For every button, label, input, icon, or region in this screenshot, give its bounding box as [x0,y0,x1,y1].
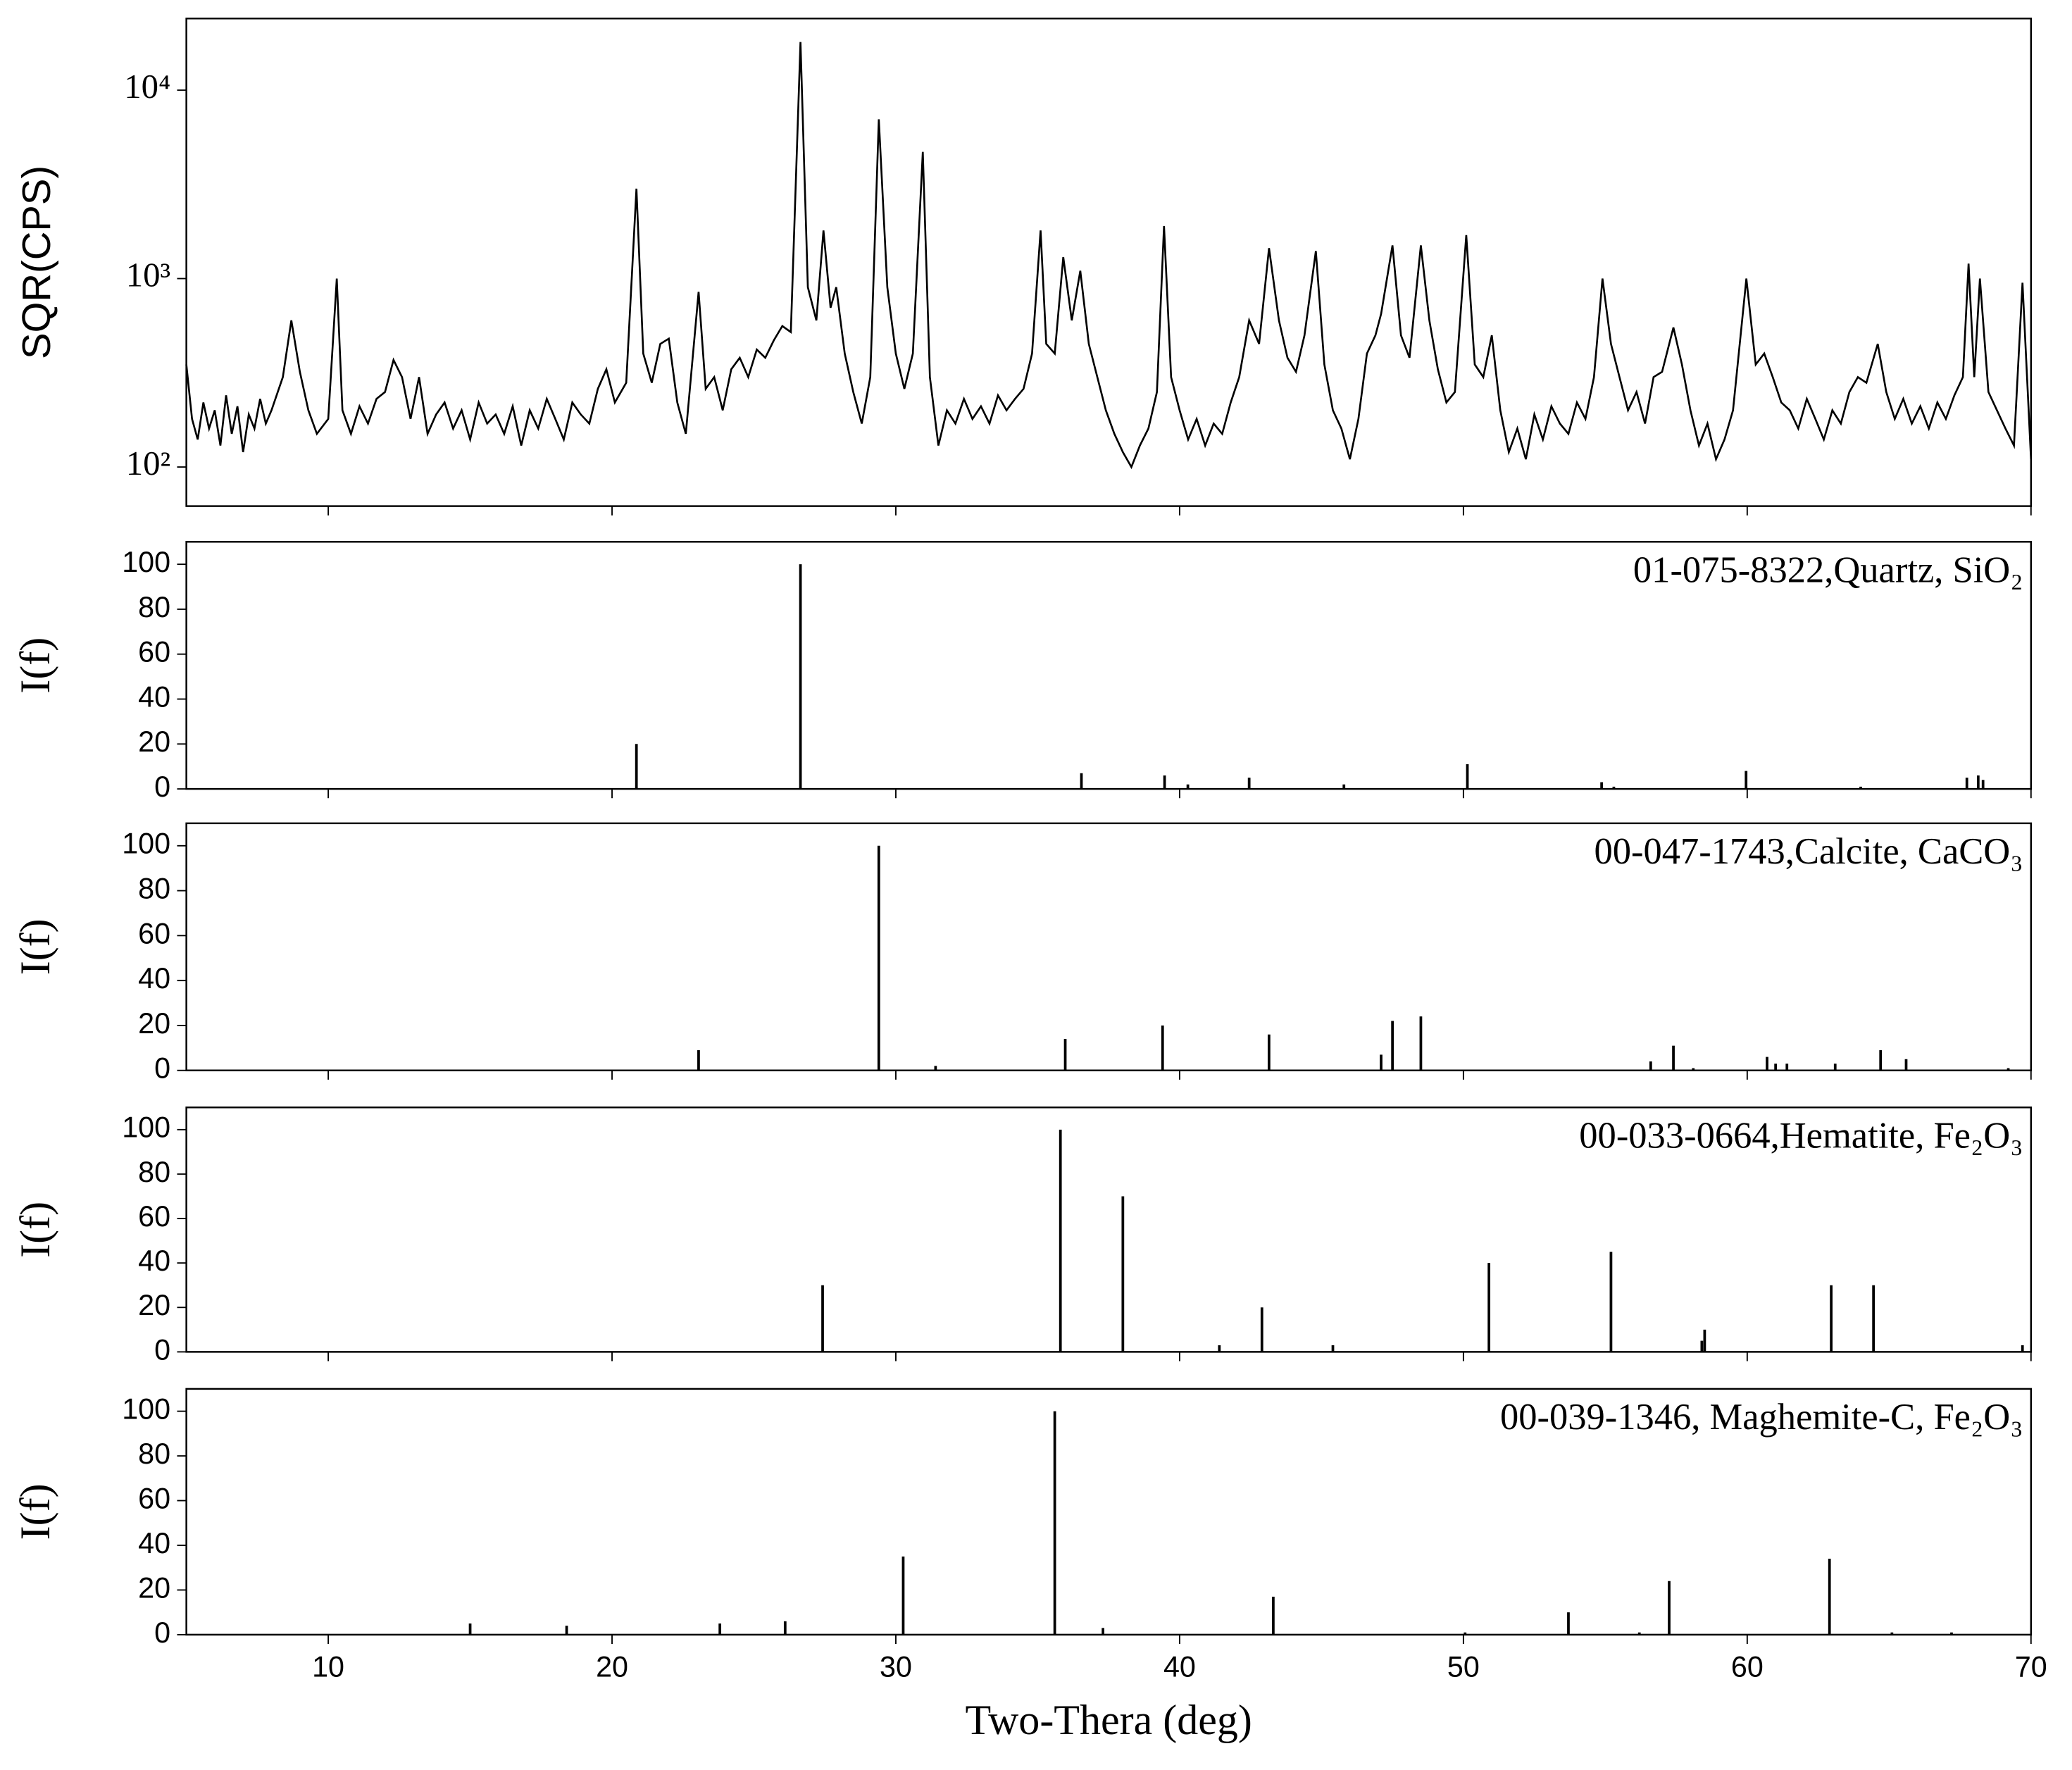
y-tick-label: 10³ [126,256,170,294]
x-tick-label: 10 [312,1651,344,1683]
y-tick-label: 80 [138,872,170,904]
y-tick-label: 20 [138,1007,170,1040]
y-axis-label: I(f) [12,637,58,694]
y-tick-label: 80 [138,1156,170,1188]
y-tick-label: 60 [138,917,170,949]
plot-frame [185,18,2033,507]
phase-label: 00-047-1743,Calcite, CaCO₃ [1594,831,2023,872]
x-tick-label: 70 [2015,1651,2047,1683]
x-tick-label: 50 [1447,1651,1480,1683]
y-tick-label: 100 [122,1393,170,1426]
y-tick-label: 0 [154,771,170,803]
y-tick-label: 0 [154,1333,170,1366]
y-tick-label: 40 [138,1245,170,1277]
x-axis-label: Two-Thera (deg) [966,1697,1252,1743]
y-tick-label: 80 [138,591,170,623]
y-tick-label: 100 [122,1111,170,1144]
y-tick-label: 0 [154,1616,170,1649]
y-axis-label: I(f) [12,1483,58,1540]
x-tick-label: 40 [1163,1651,1196,1683]
y-tick-label: 60 [138,1482,170,1514]
y-tick-label: 20 [138,1289,170,1321]
plot-frame [185,1388,2033,1636]
y-tick-label: 10² [126,444,170,482]
y-tick-label: 60 [138,636,170,668]
y-tick-label: 40 [138,962,170,995]
y-tick-label: 60 [138,1200,170,1233]
y-tick-label: 0 [154,1052,170,1085]
y-tick-label: 10⁴ [124,68,170,106]
y-axis-label: SQR(CPS) [14,166,58,359]
xrd-pattern [185,42,2033,470]
y-tick-label: 20 [138,725,170,758]
x-tick-label: 20 [596,1651,628,1683]
plot-frame [185,1107,2033,1353]
y-tick-label: 40 [138,680,170,713]
plot-frame [185,541,2033,790]
plot-frame [185,822,2033,1071]
x-tick-label: 60 [1731,1651,1764,1683]
x-tick-label: 30 [880,1651,912,1683]
phase-label: 00-039-1346, Maghemite-C, Fe₂O₃ [1500,1397,2023,1438]
y-tick-label: 100 [122,546,170,578]
y-axis-label: I(f) [12,918,58,975]
y-tick-label: 40 [138,1527,170,1559]
y-tick-label: 80 [138,1438,170,1470]
y-axis-label: I(f) [12,1202,58,1258]
phase-label: 01-075-8322,Quartz, SiO₂ [1633,549,2023,590]
phase-label: 00-033-0664,Hematite, Fe₂O₃ [1579,1115,2023,1156]
y-tick-label: 100 [122,828,170,860]
y-tick-label: 20 [138,1571,170,1604]
